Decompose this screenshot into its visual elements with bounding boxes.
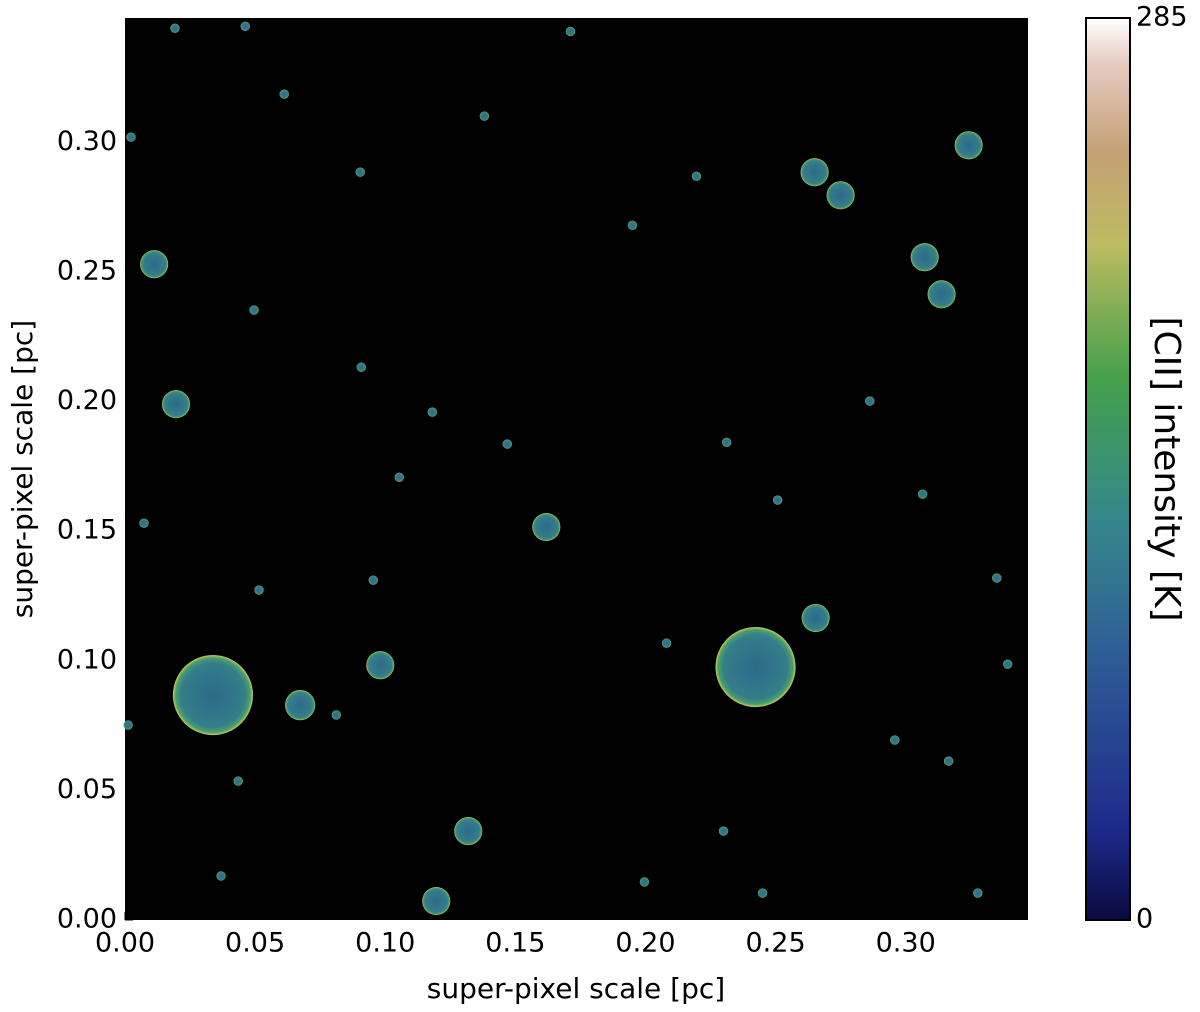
y-tick-label: 0.00 (57, 904, 117, 935)
bubble (285, 690, 316, 721)
bubble (123, 720, 133, 730)
bubble (992, 573, 1002, 583)
bubble (172, 654, 254, 736)
bubble (661, 638, 672, 648)
bubble (627, 220, 638, 231)
x-tick-label: 0.00 (95, 928, 155, 959)
bubble (356, 362, 366, 372)
bubble (565, 26, 576, 37)
bubble (801, 603, 830, 633)
bubble (139, 518, 149, 528)
bubble (366, 651, 395, 680)
x-tick-label: 0.30 (876, 928, 936, 959)
y-axis-label: super-pixel scale [pc] (6, 320, 39, 618)
bubble (800, 158, 829, 187)
bubble (954, 131, 983, 160)
bubble (279, 89, 289, 99)
bubble (161, 390, 191, 419)
bubble (910, 243, 939, 272)
bubble (532, 513, 561, 542)
bubble (422, 887, 451, 916)
colorbar (1085, 17, 1131, 921)
y-tick-label: 0.30 (57, 126, 117, 157)
bubble (394, 472, 404, 482)
bubble (427, 407, 438, 417)
bubble (721, 437, 732, 447)
bubble (454, 817, 483, 846)
bubble (233, 776, 243, 786)
y-tick-label: 0.10 (57, 644, 117, 675)
y-tick-label: 0.25 (57, 256, 117, 287)
bubble (355, 167, 365, 177)
colorbar-tick-label: 0 (1136, 904, 1153, 935)
bubble (140, 250, 169, 279)
bubble (917, 489, 928, 499)
bubble (1003, 659, 1013, 669)
bubble (502, 439, 512, 449)
bubble (254, 585, 264, 595)
colorbar-label: [CII] intensity [K] (1146, 316, 1187, 621)
bubble (240, 21, 250, 31)
colorbar-tick-label: 285 (1136, 2, 1188, 33)
bubble (826, 181, 855, 210)
bubble (126, 132, 136, 142)
bubble (170, 23, 180, 34)
y-tick-label: 0.15 (57, 515, 117, 546)
bubble (757, 888, 768, 898)
y-tick-label: 0.20 (57, 385, 117, 416)
bubble (216, 871, 226, 881)
bubble (865, 396, 875, 406)
y-tick-label: 0.05 (57, 774, 117, 805)
bubble (368, 575, 378, 585)
bubble (890, 735, 900, 745)
x-tick-label: 0.20 (615, 928, 675, 959)
bubble (927, 280, 956, 309)
bubble (772, 495, 783, 505)
bubble (973, 888, 983, 898)
bubble (943, 756, 954, 766)
bubble (715, 626, 796, 708)
plot-area (125, 18, 1028, 920)
x-axis-label: super-pixel scale [pc] (427, 972, 725, 1005)
bubble (639, 877, 650, 887)
bubble (479, 111, 490, 121)
bubble (331, 710, 341, 720)
x-tick-label: 0.15 (485, 928, 545, 959)
x-tick-label: 0.25 (746, 928, 806, 959)
x-tick-label: 0.10 (355, 928, 415, 959)
x-tick-label: 0.05 (225, 928, 285, 959)
bubble (691, 171, 702, 182)
bubble (718, 826, 729, 836)
bubble (249, 305, 259, 315)
